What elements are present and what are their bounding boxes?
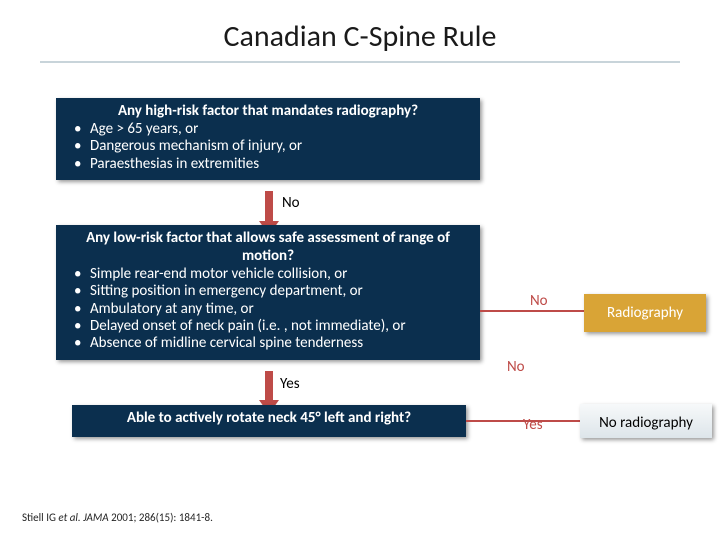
list-item: Simple rear-end motor vehicle collision,… bbox=[70, 266, 470, 283]
box-low-risk: Any low-risk factor that allows safe ass… bbox=[56, 225, 480, 360]
list-item: Paraesthesias in extremities bbox=[70, 156, 470, 173]
label-yes-1: Yes bbox=[280, 375, 300, 393]
list-item: Dangerous mechanism of injury, or bbox=[70, 138, 470, 155]
page-title: Canadian C-Spine Rule bbox=[0, 0, 720, 61]
box-high-heading: Any high-risk factor that mandates radio… bbox=[66, 102, 470, 120]
box-low-heading: Any low-risk factor that allows safe ass… bbox=[66, 229, 470, 265]
box-low-list: Simple rear-end motor vehicle collision,… bbox=[66, 266, 470, 352]
box-rotate: Able to actively rotate neck 45° left an… bbox=[72, 405, 466, 437]
box-high-risk: Any high-risk factor that mandates radio… bbox=[56, 98, 480, 180]
citation-ital: et al. JAMA bbox=[58, 511, 108, 524]
result-radiography-text: Radiography bbox=[607, 304, 683, 322]
citation-post: 2001; 286(15): 1841-8. bbox=[109, 511, 213, 524]
label-no-2: No bbox=[530, 292, 548, 310]
connector-low-to-radiography bbox=[480, 310, 584, 312]
title-underline bbox=[40, 61, 680, 63]
list-item: Age > 65 years, or bbox=[70, 121, 470, 138]
citation: Stiell IG et al. JAMA 2001; 286(15): 184… bbox=[22, 511, 213, 524]
result-no-radiography-text: No radiography bbox=[599, 414, 693, 432]
title-text: Canadian C-Spine Rule bbox=[223, 18, 496, 55]
citation-pre: Stiell IG bbox=[22, 511, 58, 524]
list-item: Ambulatory at any time, or bbox=[70, 301, 470, 318]
box-high-list: Age > 65 years, orDangerous mechanism of… bbox=[66, 121, 470, 173]
label-yes-2: Yes bbox=[523, 416, 543, 434]
label-no-1: No bbox=[282, 194, 300, 212]
label-no-3: No bbox=[507, 358, 525, 376]
list-item: Delayed onset of neck pain (i.e. , not i… bbox=[70, 318, 470, 335]
result-no-radiography: No radiography bbox=[580, 404, 712, 438]
result-radiography: Radiography bbox=[584, 294, 706, 332]
list-item: Sitting position in emergency department… bbox=[70, 283, 470, 300]
list-item: Absence of midline cervical spine tender… bbox=[70, 335, 470, 352]
box-rotate-heading: Able to actively rotate neck 45° left an… bbox=[82, 409, 456, 427]
